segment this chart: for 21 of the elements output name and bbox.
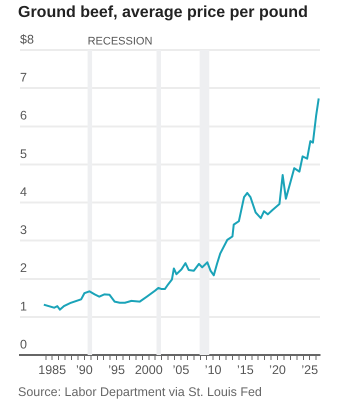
x-tick-label: ’25 [301,362,318,377]
y-tick-label: 3 [20,223,27,238]
band-label: RECESSION [88,36,152,48]
y-tick-label: 7 [20,70,27,85]
x-tick-label: ’20 [269,362,286,377]
x-tick-label: ’95 [108,362,125,377]
y-tick-label: 4 [20,184,27,199]
x-tick-label: ’05 [172,362,190,377]
x-tick-label: ’10 [204,362,222,377]
y-tick-label: $8 [20,32,34,46]
y-tick-label: 6 [20,108,27,123]
x-tick-label: ’15 [236,362,254,377]
chart-title: Ground beef, average price per pound [18,4,308,22]
y-tick-label: 5 [20,146,27,161]
x-tick-label: 2000 [134,362,163,377]
y-tick-label: 0 [20,337,27,352]
y-tick-label: 2 [20,261,27,276]
x-tick-label: 1985 [38,362,66,377]
y-tick-label: 1 [20,299,27,314]
x-tick-label: ’90 [76,362,93,377]
source-note: Source: Labor Department via St. Louis Fed [18,385,262,399]
